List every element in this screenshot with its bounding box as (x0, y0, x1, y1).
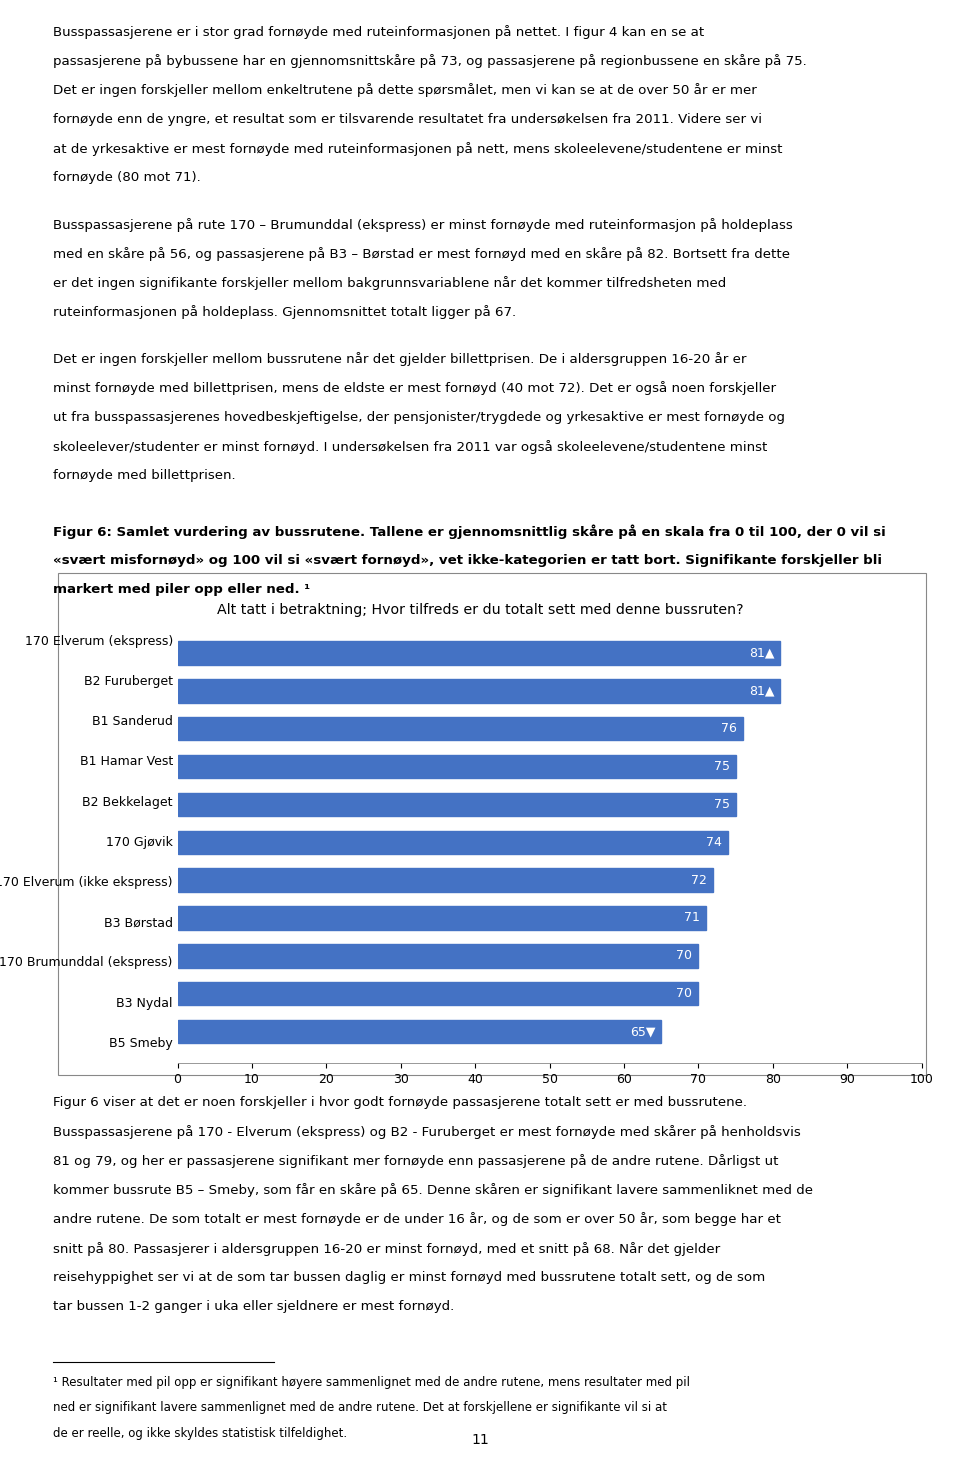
Text: 75: 75 (713, 761, 730, 772)
Text: fornøyde enn de yngre, et resultat som er tilsvarende resultatet fra undersøkels: fornøyde enn de yngre, et resultat som e… (53, 112, 762, 125)
Text: Det er ingen forskjeller mellom enkeltrutene på dette spørsmålet, men vi kan se : Det er ingen forskjeller mellom enkeltru… (53, 84, 756, 97)
Text: Busspassasjerene er i stor grad fornøyde med ruteinformasjonen på nettet. I figu: Busspassasjerene er i stor grad fornøyde… (53, 25, 704, 38)
Text: ruteinformasjonen på holdeplass. Gjennomsnittet totalt ligger på 67.: ruteinformasjonen på holdeplass. Gjennom… (53, 305, 516, 320)
Text: ned er signifikant lavere sammenlignet med de andre rutene. Det at forskjellene : ned er signifikant lavere sammenlignet m… (53, 1402, 667, 1415)
Text: 76: 76 (721, 722, 737, 736)
Text: Busspassasjerene på rute 170 – Brumunddal (ekspress) er minst fornøyde med rutei: Busspassasjerene på rute 170 – Brumundda… (53, 218, 793, 231)
Text: B3 Børstad: B3 Børstad (104, 917, 173, 929)
Text: Figur 6: Samlet vurdering av bussrutene. Tallene er gjennomsnittlig skåre på en : Figur 6: Samlet vurdering av bussrutene.… (53, 525, 885, 539)
Text: Figur 6 viser at det er noen forskjeller i hvor godt fornøyde passasjerene total: Figur 6 viser at det er noen forskjeller… (53, 1095, 747, 1108)
Text: passasjerene på bybussene har en gjennomsnittskåre på 73, og passasjerene på reg: passasjerene på bybussene har en gjennom… (53, 55, 806, 68)
Bar (178, 793, 735, 817)
Text: 81▲: 81▲ (749, 684, 775, 697)
Text: B1 Hamar Vest: B1 Hamar Vest (80, 755, 173, 768)
Text: 81▲: 81▲ (749, 647, 775, 659)
Text: de er reelle, og ikke skyldes statistisk tilfeldighet.: de er reelle, og ikke skyldes statistisk… (53, 1427, 347, 1440)
Text: markert med piler opp eller ned. ¹: markert med piler opp eller ned. ¹ (53, 584, 310, 595)
Bar (178, 641, 780, 665)
Text: B2 Bekkelaget: B2 Bekkelaget (83, 796, 173, 809)
Text: minst fornøyde med billettprisen, mens de eldste er mest fornøyd (40 mot 72). De: minst fornøyde med billettprisen, mens d… (53, 382, 776, 395)
Bar (178, 716, 743, 740)
Text: B5 Smeby: B5 Smeby (109, 1036, 173, 1049)
Text: ut fra busspassasjerenes hovedbeskjeftigelse, der pensjonister/trygdede og yrkes: ut fra busspassasjerenes hovedbeskjeftig… (53, 411, 784, 423)
Text: Busspassasjerene på 170 - Elverum (ekspress) og B2 - Furuberget er mest fornøyde: Busspassasjerene på 170 - Elverum (ekspr… (53, 1125, 801, 1139)
Text: reisehyppighet ser vi at de som tar bussen daglig er minst fornøyd med bussruten: reisehyppighet ser vi at de som tar buss… (53, 1271, 765, 1284)
Text: Det er ingen forskjeller mellom bussrutene når det gjelder billettprisen. De i a: Det er ingen forskjeller mellom bussrute… (53, 352, 746, 366)
Bar (178, 680, 780, 703)
Text: 170 Gjøvik: 170 Gjøvik (106, 836, 173, 849)
Text: 170 Elverum (ekspress): 170 Elverum (ekspress) (25, 635, 173, 647)
Text: kommer bussrute B5 – Smeby, som får en skåre på 65. Denne skåren er signifikant : kommer bussrute B5 – Smeby, som får en s… (53, 1184, 813, 1197)
Text: 170 Elverum (ikke ekspress): 170 Elverum (ikke ekspress) (0, 876, 173, 889)
Text: fornøyde (80 mot 71).: fornøyde (80 mot 71). (53, 171, 201, 184)
Bar (178, 1020, 661, 1044)
Bar (178, 907, 706, 930)
Bar (178, 755, 735, 778)
Bar (178, 830, 728, 853)
Text: fornøyde med billettprisen.: fornøyde med billettprisen. (53, 469, 235, 482)
Bar (178, 868, 713, 892)
Text: «svært misfornøyd» og 100 vil si «svært fornøyd», vet ikke-kategorien er tatt bo: «svært misfornøyd» og 100 vil si «svært … (53, 554, 882, 567)
Text: ¹ Resultater med pil opp er signifikant høyere sammenlignet med de andre rutene,: ¹ Resultater med pil opp er signifikant … (53, 1377, 690, 1390)
Text: B2 Furuberget: B2 Furuberget (84, 675, 173, 688)
Text: 170 Brumunddal (ekspress): 170 Brumunddal (ekspress) (0, 957, 173, 970)
Text: at de yrkesaktive er mest fornøyde med ruteinformasjonen på nett, mens skoleelev: at de yrkesaktive er mest fornøyde med r… (53, 142, 782, 156)
FancyBboxPatch shape (58, 572, 926, 1075)
Text: andre rutene. De som totalt er mest fornøyde er de under 16 år, og de som er ove: andre rutene. De som totalt er mest forn… (53, 1213, 780, 1226)
Text: 72: 72 (691, 874, 708, 886)
Text: 70: 70 (677, 988, 692, 1001)
Text: B3 Nydal: B3 Nydal (116, 996, 173, 1010)
Text: tar bussen 1-2 ganger i uka eller sjeldnere er mest fornøyd.: tar bussen 1-2 ganger i uka eller sjeldn… (53, 1300, 454, 1313)
Text: snitt på 80. Passasjerer i aldersgruppen 16-20 er minst fornøyd, med et snitt på: snitt på 80. Passasjerer i aldersgruppen… (53, 1241, 720, 1256)
Text: B1 Sanderud: B1 Sanderud (92, 715, 173, 728)
Text: 11: 11 (471, 1434, 489, 1447)
Text: 81 og 79, og her er passasjerene signifikant mer fornøyde enn passasjerene på de: 81 og 79, og her er passasjerene signifi… (53, 1154, 779, 1167)
Text: Alt tatt i betraktning; Hvor tilfreds er du totalt sett med denne bussruten?: Alt tatt i betraktning; Hvor tilfreds er… (217, 603, 743, 616)
Text: er det ingen signifikante forskjeller mellom bakgrunnsvariablene når det kommer : er det ingen signifikante forskjeller me… (53, 276, 726, 290)
Text: 75: 75 (713, 797, 730, 811)
Text: med en skåre på 56, og passasjerene på B3 – Børstad er mest fornøyd med en skåre: med en skåre på 56, og passasjerene på B… (53, 248, 790, 261)
Bar (178, 943, 698, 967)
Bar (178, 982, 698, 1005)
Text: 74: 74 (707, 836, 722, 849)
Text: 65▼: 65▼ (630, 1024, 656, 1038)
Text: skoleelever/studenter er minst fornøyd. I undersøkelsen fra 2011 var også skolee: skoleelever/studenter er minst fornøyd. … (53, 439, 767, 454)
Text: 70: 70 (677, 949, 692, 963)
Text: 71: 71 (684, 911, 700, 924)
